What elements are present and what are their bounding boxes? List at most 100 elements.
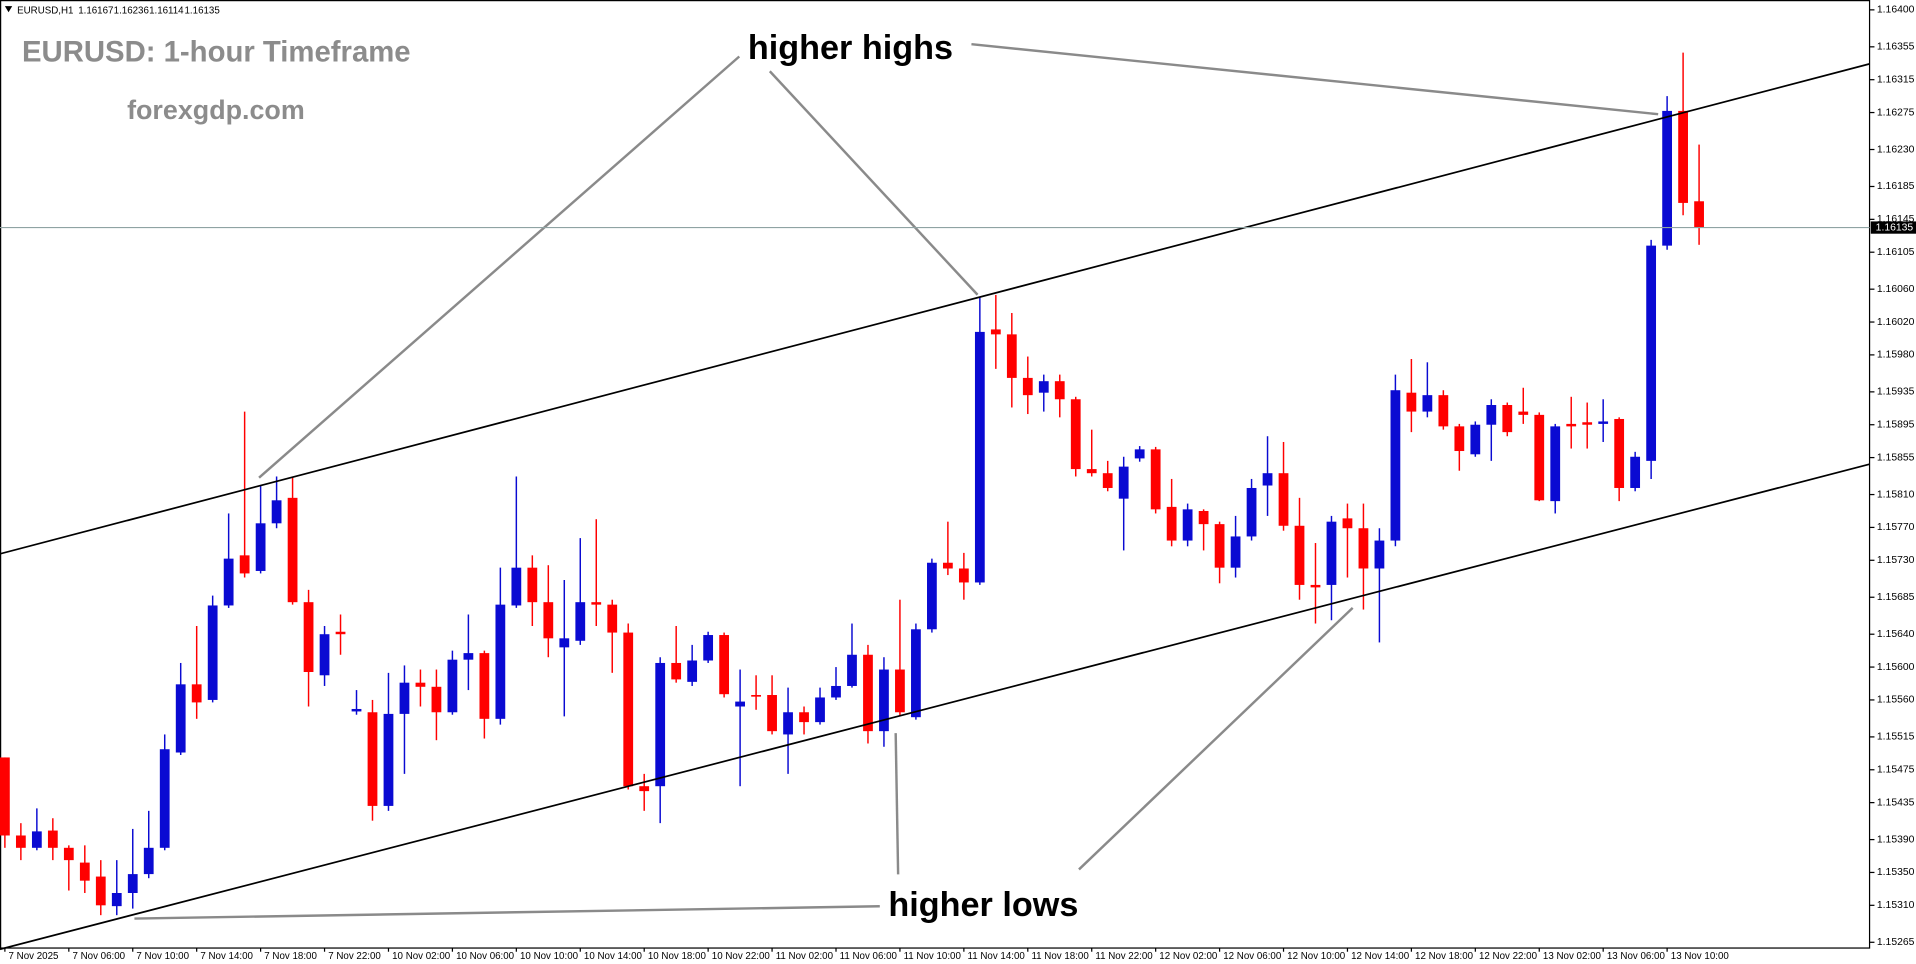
- candle-body: [1310, 584, 1321, 588]
- y-tick-label: 1.15350: [1877, 867, 1915, 878]
- candle-body: [1166, 506, 1177, 541]
- annotation: higher lows: [888, 886, 1078, 924]
- candle-body: [767, 695, 777, 732]
- candle-body: [367, 712, 378, 806]
- candle-body: [1678, 110, 1688, 203]
- candle-body: [287, 497, 298, 603]
- candle-body: [255, 523, 266, 571]
- candle-body: [671, 662, 682, 680]
- x-tick-label: 12 Nov 06:00: [1223, 951, 1282, 962]
- candle-body: [1262, 473, 1273, 486]
- y-tick-label: 1.15855: [1877, 452, 1915, 463]
- candle-body: [1662, 110, 1673, 246]
- candle-body: [1118, 466, 1129, 499]
- x-tick-label: 11 Nov 14:00: [968, 951, 1026, 962]
- y-tick-label: 1.15515: [1877, 732, 1915, 743]
- candle-body: [783, 712, 793, 735]
- candle-body: [1550, 426, 1561, 502]
- lower-channel: [0, 463, 1870, 951]
- candle-body: [1598, 421, 1609, 424]
- candle-body: [655, 662, 666, 787]
- candle-body: [703, 635, 714, 661]
- y-tick-label: 1.15640: [1877, 629, 1915, 640]
- candle-body: [1518, 411, 1529, 415]
- x-tick-label: 12 Nov 22:00: [1479, 951, 1538, 962]
- x-tick-label: 11 Nov 18:00: [1031, 951, 1089, 962]
- y-tick-label: 1.16275: [1877, 107, 1915, 118]
- annotation: higher highs: [748, 29, 953, 67]
- price-tag-label: 1.16135: [1876, 222, 1914, 233]
- candle-body: [415, 682, 426, 687]
- candle-body: [1326, 521, 1337, 585]
- candle-body: [974, 331, 985, 583]
- candle-body: [911, 629, 921, 718]
- menu-triangle[interactable]: [4, 6, 13, 13]
- x-tick-label: 7 Nov 2025: [9, 951, 59, 962]
- candle-body: [1342, 518, 1353, 529]
- candle-body: [1454, 426, 1465, 452]
- x-tick-label: 10 Nov 02:00: [392, 951, 451, 962]
- candle-body: [735, 701, 745, 707]
- candle-body: [1630, 456, 1641, 488]
- candle-body: [143, 847, 154, 875]
- y-tick-label: 1.15390: [1877, 834, 1915, 845]
- chart-title: EURUSD: 1-hour Timeframe: [22, 35, 411, 68]
- candle-body: [1470, 424, 1481, 455]
- y-tick-label: 1.15810: [1877, 489, 1915, 500]
- candle-body: [95, 876, 106, 906]
- y-tick-label: 1.15435: [1877, 797, 1915, 808]
- candle-body: [831, 685, 841, 698]
- ohlc-close: 1.16135: [185, 5, 221, 16]
- y-tick-label: 1.15770: [1877, 522, 1915, 533]
- x-tick-label: 11 Nov 06:00: [840, 951, 898, 962]
- pointer: [134, 905, 880, 920]
- x-tick-label: 10 Nov 14:00: [584, 951, 643, 962]
- x-tick-label: 13 Nov 06:00: [1607, 951, 1666, 962]
- symbol: EURUSD,H1: [17, 5, 73, 16]
- candle-body: [559, 638, 570, 648]
- x-tick-label: 12 Nov 14:00: [1351, 951, 1410, 962]
- x-tick-label: 10 Nov 18:00: [648, 951, 707, 962]
- candle-body: [63, 847, 74, 861]
- plot-frame: [0, 0, 1871, 949]
- pointer: [894, 733, 900, 875]
- x-tick-label: 7 Nov 18:00: [264, 951, 317, 962]
- candle-body: [751, 695, 761, 697]
- candles: [0, 52, 1704, 916]
- candle-body: [223, 558, 234, 606]
- candle-body: [1070, 399, 1081, 470]
- candle-body: [1006, 334, 1017, 378]
- y-tick-label: 1.16105: [1877, 247, 1915, 258]
- candle-body: [1086, 469, 1097, 474]
- candle-body: [591, 602, 602, 605]
- candle-body: [958, 568, 969, 583]
- y-tick-label: 1.16145: [1877, 214, 1915, 225]
- candle-body: [527, 567, 538, 603]
- candle-body: [942, 562, 953, 569]
- candle-body: [719, 635, 730, 695]
- candle-body: [1022, 377, 1033, 396]
- candle-body: [863, 654, 873, 732]
- candle-body: [15, 835, 26, 848]
- candle-body: [895, 669, 905, 713]
- candle-body: [639, 786, 650, 792]
- candle-body: [479, 653, 490, 719]
- x-tick-label: 10 Nov 06:00: [456, 951, 515, 962]
- candle-body: [815, 697, 825, 723]
- candle-body: [990, 329, 1001, 335]
- candle-body: [1566, 423, 1577, 427]
- candle-body: [79, 862, 90, 881]
- y-tick-label: 1.15560: [1877, 695, 1915, 706]
- candle-body: [1582, 422, 1593, 425]
- upper-channel: [0, 63, 1870, 555]
- x-tick-label: 7 Nov 14:00: [200, 951, 253, 962]
- candle-body: [1054, 381, 1065, 400]
- y-tick-label: 1.15310: [1877, 900, 1915, 911]
- candle-body: [47, 830, 58, 848]
- candle-body: [1294, 525, 1305, 585]
- x-tick-label: 10 Nov 22:00: [712, 951, 771, 962]
- candle-body: [31, 831, 42, 848]
- y-tick-label: 1.15600: [1877, 662, 1915, 673]
- candle-body: [1102, 473, 1113, 488]
